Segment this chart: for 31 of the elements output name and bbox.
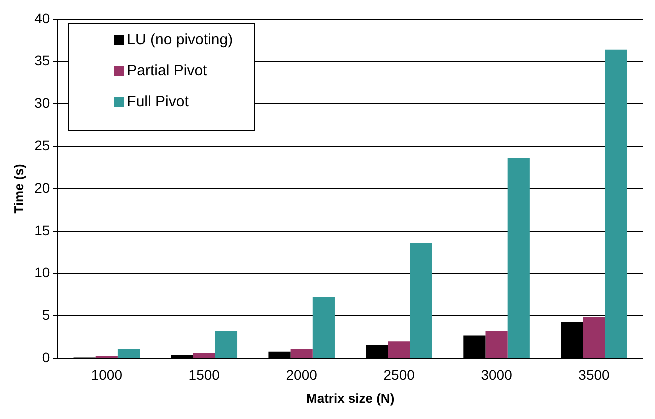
y-tick-label: 25	[34, 137, 50, 154]
y-tick-label: 5	[42, 307, 50, 324]
x-tick-label: 1000	[91, 366, 123, 383]
y-tick-label: 15	[34, 222, 50, 238]
bar	[410, 243, 432, 358]
bar	[583, 317, 606, 358]
legend-label: Full Pivot	[127, 94, 190, 111]
bar	[118, 349, 140, 358]
bar	[388, 342, 410, 358]
bar	[486, 331, 508, 358]
x-tick-label: 2000	[286, 366, 318, 383]
y-axis-title: Time (s)	[11, 164, 26, 214]
x-tick-label: 2500	[384, 366, 416, 383]
x-tick-label: 1500	[188, 366, 220, 383]
y-tick-label: 20	[34, 180, 50, 196]
y-tick-label: 10	[34, 264, 50, 281]
y-tick-label: 35	[34, 52, 50, 69]
y-tick-label: 30	[34, 95, 50, 112]
bar	[605, 50, 628, 358]
bar	[215, 331, 238, 358]
bar	[290, 349, 313, 358]
y-tick-label: 40	[34, 10, 50, 26]
x-axis-title: Matrix size (N)	[306, 390, 395, 406]
y-tick-label: 0	[42, 349, 50, 366]
x-tick-label: 3000	[481, 366, 513, 383]
legend-label: LU (no pivoting)	[127, 32, 234, 49]
bar	[508, 158, 530, 358]
bar	[312, 298, 335, 358]
bar	[193, 354, 216, 358]
x-tick-label: 3500	[578, 366, 610, 383]
legend-label: Partial Pivot	[127, 62, 208, 80]
